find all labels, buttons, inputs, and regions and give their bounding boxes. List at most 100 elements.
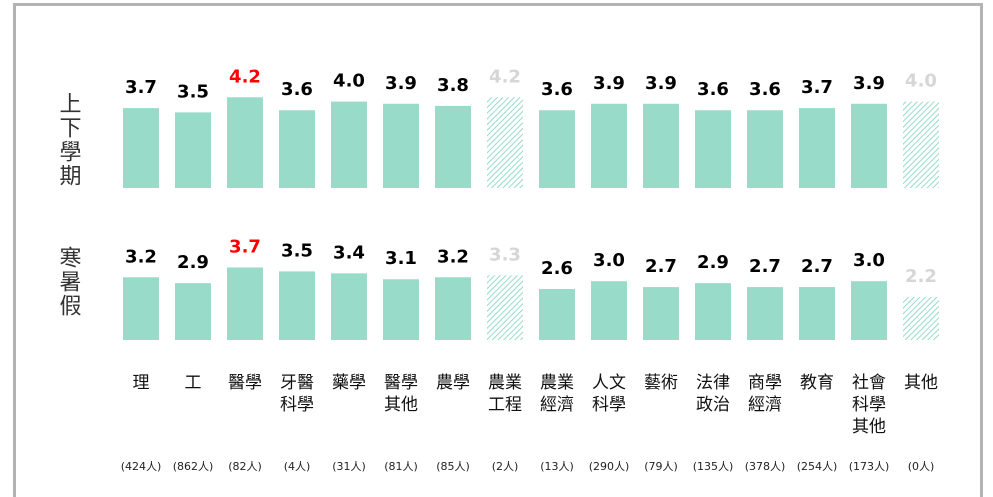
sample-size: (135人) [693, 460, 734, 473]
category-label: 醫學其他 [384, 373, 418, 415]
bar [799, 108, 835, 188]
category-label-line: 農業 [488, 373, 522, 393]
value-label: 4.2 [489, 66, 521, 87]
category-label-line: 其他 [904, 373, 938, 393]
bar [435, 105, 471, 188]
value-label: 2.9 [177, 252, 209, 273]
value-label: 3.7 [125, 77, 157, 98]
bar [279, 110, 315, 188]
category-label-line: 工程 [488, 395, 522, 415]
bar [747, 110, 783, 188]
value-label: 4.2 [229, 66, 261, 87]
bar [175, 112, 211, 188]
category-label-line: 教育 [800, 373, 834, 393]
category-label: 工 [185, 373, 202, 393]
category-label-line: 法律 [696, 373, 730, 393]
category-label: 牙醫科學 [280, 373, 314, 415]
category-label-line: 農業 [540, 373, 574, 393]
sample-size: (81人) [384, 460, 418, 473]
category-label: 教育 [800, 373, 834, 393]
value-label: 3.9 [645, 73, 677, 94]
bar [227, 267, 263, 340]
bar [123, 277, 159, 340]
bar [279, 271, 315, 340]
category-label: 社會科學其他 [852, 373, 886, 437]
bar [383, 103, 419, 188]
category-label-line: 經濟 [748, 395, 782, 415]
sample-size: (79人) [644, 460, 678, 473]
value-label: 2.6 [541, 258, 573, 279]
category-label-line: 醫學 [228, 373, 262, 393]
bar [539, 110, 575, 188]
bar [747, 287, 783, 340]
category-label-line: 其他 [384, 395, 418, 415]
category-label-line: 農學 [436, 373, 470, 393]
value-label: 3.5 [177, 81, 209, 102]
category-label-line: 經濟 [540, 395, 574, 415]
value-label: 2.7 [749, 256, 781, 277]
value-label: 3.6 [541, 79, 573, 100]
category-label-line: 政治 [696, 395, 730, 415]
row-label: 寒暑假 [56, 246, 82, 318]
category-label: 商學經濟 [748, 373, 782, 415]
category-label-line: 商學 [748, 373, 782, 393]
bar [487, 275, 523, 340]
bar [227, 97, 263, 188]
value-label: 3.9 [853, 73, 885, 94]
value-label: 3.5 [281, 240, 313, 261]
value-label: 3.3 [489, 244, 521, 265]
bar [539, 289, 575, 340]
value-label: 3.2 [125, 246, 157, 267]
value-label: 2.2 [905, 266, 937, 287]
category-label-line: 理 [133, 373, 150, 393]
bar [331, 101, 367, 188]
category-label-line: 人文 [592, 373, 626, 393]
category-label-line: 工 [185, 373, 202, 393]
value-label: 3.0 [853, 250, 885, 271]
value-label: 4.0 [905, 71, 937, 92]
sample-size: (862人) [173, 460, 214, 473]
value-label: 4.0 [333, 71, 365, 92]
bar [591, 103, 627, 188]
bar [643, 287, 679, 340]
category-label: 藥學 [332, 373, 366, 393]
value-label: 3.9 [385, 73, 417, 94]
bar [695, 283, 731, 340]
bar [851, 103, 887, 188]
bar [695, 110, 731, 188]
category-label: 農業經濟 [540, 373, 574, 415]
category-label: 藝術 [644, 373, 678, 393]
sample-size: (4人) [284, 460, 311, 473]
value-label: 3.1 [385, 248, 417, 269]
row-label: 上下學期 [56, 92, 82, 188]
category-label: 人文科學 [592, 373, 626, 415]
bar [383, 279, 419, 340]
category-label-line: 藝術 [644, 373, 678, 393]
sample-size: (378人) [745, 460, 786, 473]
category-label-line: 科學 [592, 395, 626, 415]
bar [331, 273, 367, 340]
category-label: 法律政治 [696, 373, 730, 415]
category-label: 其他 [904, 373, 938, 393]
category-label-line: 科學 [280, 395, 314, 415]
value-label: 3.8 [437, 75, 469, 96]
value-label: 3.9 [593, 73, 625, 94]
value-label: 3.7 [801, 77, 833, 98]
sample-size: (0人) [908, 460, 935, 473]
bar [435, 277, 471, 340]
bar [903, 101, 939, 188]
value-label: 3.6 [281, 79, 313, 100]
sample-size: (290人) [589, 460, 630, 473]
category-label-line: 其他 [852, 417, 886, 437]
frame [13, 3, 983, 497]
category-label-line: 科學 [852, 395, 886, 415]
bar [799, 287, 835, 340]
sample-size: (31人) [332, 460, 366, 473]
sample-size: (85人) [436, 460, 470, 473]
value-label: 2.7 [801, 256, 833, 277]
bar [123, 108, 159, 188]
value-label: 3.2 [437, 246, 469, 267]
category-label-line: 藥學 [332, 373, 366, 393]
sample-size: (82人) [228, 460, 262, 473]
bar [643, 103, 679, 188]
